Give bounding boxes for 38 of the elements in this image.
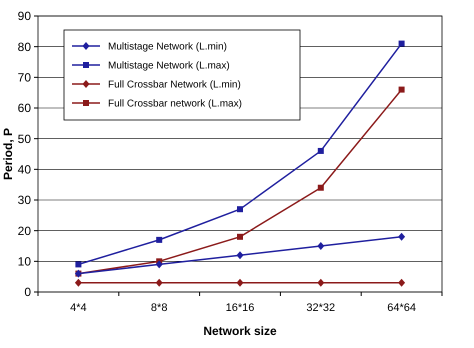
x-tick-label: 16*16 <box>226 302 254 314</box>
point <box>318 148 324 154</box>
legend-label: Multistage Network (L.min) <box>108 42 227 52</box>
y-tick-label: 80 <box>18 40 32 54</box>
point <box>398 86 405 93</box>
x-tick-label: 64*64 <box>387 302 416 314</box>
x-axis-title: Network size <box>203 324 278 338</box>
point <box>236 251 244 260</box>
y-axis-title: Period, P <box>1 128 15 180</box>
point <box>237 206 243 212</box>
point <box>398 278 406 287</box>
y-tick-label: 90 <box>18 9 32 24</box>
point <box>236 278 244 287</box>
point <box>318 184 324 191</box>
point <box>317 242 324 250</box>
point <box>237 234 243 240</box>
y-tick-label: 30 <box>18 193 32 208</box>
x-tick-label: 8*8 <box>150 302 168 314</box>
y-tick-label: 60 <box>18 101 32 116</box>
point <box>317 278 324 287</box>
point <box>156 260 163 268</box>
legend-label: Full Crossbar Network (L.min) <box>108 80 241 90</box>
y-tick-label: 70 <box>18 70 32 85</box>
x-tick-label: 32*32 <box>306 302 336 314</box>
x-tick-label: 4*4 <box>70 302 87 314</box>
legend-label: Full Crossbar network (L.max) <box>108 98 242 110</box>
point <box>156 278 163 287</box>
point <box>398 40 405 47</box>
point <box>398 232 406 241</box>
point <box>156 236 162 243</box>
y-tick-label: 0 <box>24 285 32 300</box>
y-tick-label: 20 <box>18 224 32 238</box>
legend-label: Multistage Network (L.max) <box>108 60 230 72</box>
y-tick-label: 10 <box>18 254 32 269</box>
y-tick-label: 40 <box>18 162 32 177</box>
point <box>75 261 82 268</box>
point <box>74 278 82 287</box>
y-tick-label: 50 <box>18 132 32 146</box>
